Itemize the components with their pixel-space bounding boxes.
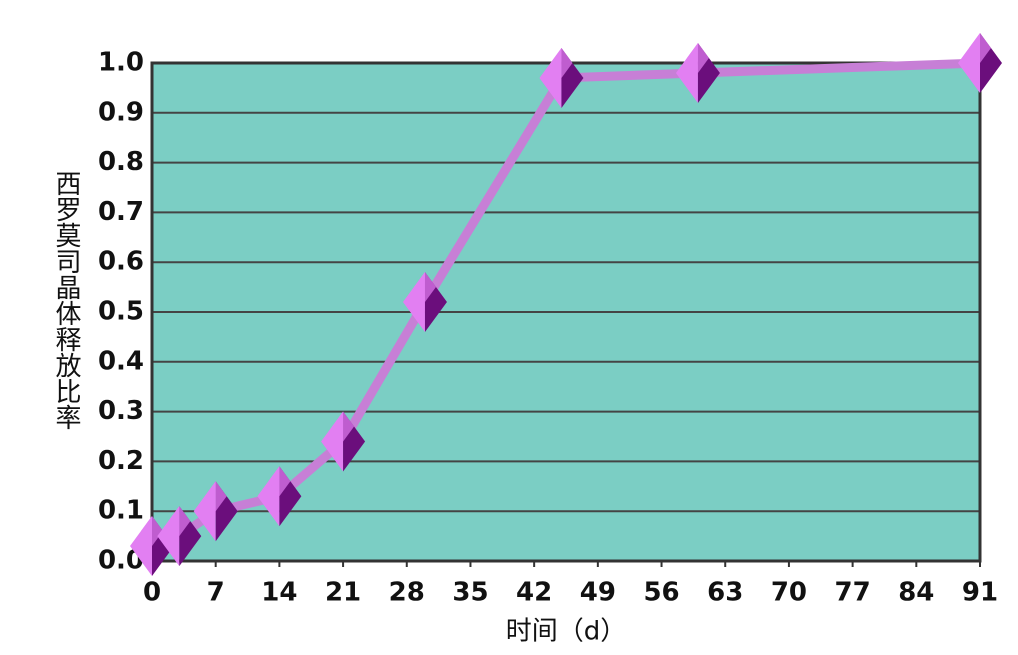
data-point <box>130 516 174 577</box>
y-tick-label: 0.2 <box>98 446 144 476</box>
x-tick-label: 70 <box>771 578 807 608</box>
data-point <box>193 481 238 542</box>
x-tick-label: 56 <box>643 578 679 608</box>
y-tick-label: 0.7 <box>98 197 144 227</box>
y-tick-label: 0.9 <box>98 97 144 127</box>
marker-top <box>969 33 991 63</box>
x-tick-label: 84 <box>898 578 934 608</box>
y-tick-label: 0.3 <box>98 396 144 426</box>
x-tick-label: 49 <box>580 578 616 608</box>
marker-top <box>141 516 163 547</box>
x-axis-label: 时间（d） <box>506 617 627 647</box>
y-tick-label: 0.8 <box>98 147 144 177</box>
y-tick-label: 0.6 <box>98 247 144 277</box>
y-tick-label: 0.1 <box>98 496 144 526</box>
marker-top <box>204 481 227 512</box>
marker-top <box>413 272 436 303</box>
marker-top <box>332 411 355 442</box>
y-tick-label: 1.0 <box>98 48 144 78</box>
x-tick-label: 77 <box>835 578 871 608</box>
data-point <box>539 47 584 108</box>
marker-top <box>268 466 291 497</box>
data-point <box>402 272 447 333</box>
x-tick-label: 7 <box>207 578 225 608</box>
x-tick-label: 0 <box>143 578 161 608</box>
y-axis-label: 西罗莫司晶体释放比率 <box>51 170 81 430</box>
y-tick-label: 0.5 <box>98 297 144 327</box>
data-point <box>958 33 1002 93</box>
marker-top <box>168 506 191 537</box>
x-tick-label: 42 <box>516 578 552 608</box>
data-point <box>675 42 720 103</box>
x-tick-label: 14 <box>261 578 297 608</box>
marker-top <box>686 42 709 73</box>
x-tick-label: 21 <box>325 578 361 608</box>
data-point <box>321 411 366 472</box>
y-tick-label: 0.4 <box>98 346 144 376</box>
x-tick-label: 63 <box>707 578 743 608</box>
x-tick-label: 91 <box>962 578 998 608</box>
x-tick-label: 35 <box>452 578 488 608</box>
data-point <box>157 506 202 567</box>
x-tick-label: 28 <box>389 578 425 608</box>
marker-top <box>550 47 573 78</box>
data-point <box>257 466 302 527</box>
